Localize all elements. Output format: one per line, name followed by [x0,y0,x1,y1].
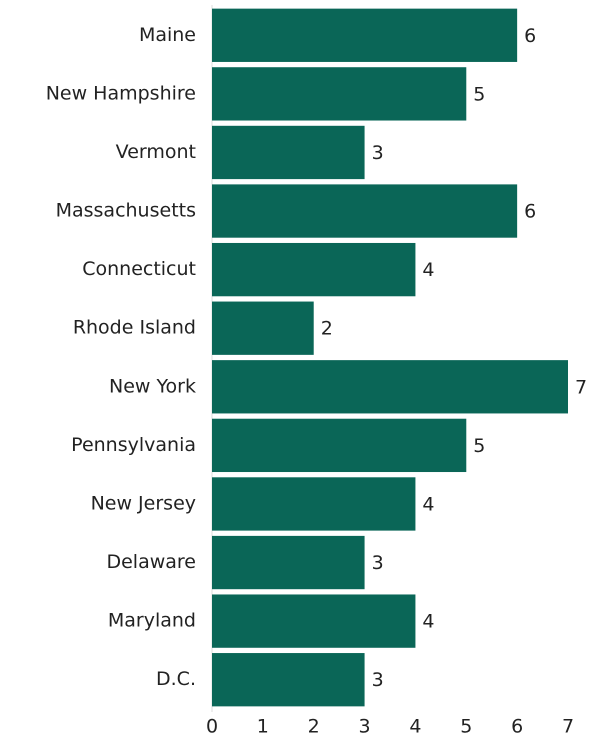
bar [212,301,314,355]
y-tick-label: Rhode Island [73,317,196,339]
bar [212,67,467,121]
data-label: 4 [422,493,434,515]
data-label: 3 [372,552,384,574]
bar [212,184,518,238]
y-tick-label: Maryland [108,610,196,632]
bar [212,477,416,531]
x-tick-label: 3 [359,716,371,738]
x-tick-label: 4 [409,716,421,738]
x-tick-label: 2 [308,716,320,738]
data-label: 4 [422,611,434,633]
y-tick-label: New Jersey [91,492,196,514]
x-tick-label: 7 [562,716,574,738]
bar [212,418,467,473]
data-label: 5 [473,83,485,105]
x-tick-label: 5 [460,716,472,738]
bar [212,125,365,180]
data-label: 4 [422,259,434,281]
y-tick-label: Vermont [116,141,196,163]
data-label: 5 [473,435,485,457]
y-tick-label: New Hampshire [46,82,196,104]
y-tick-label: Massachusetts [56,200,196,222]
bar [212,653,365,707]
data-label: 7 [575,376,587,398]
data-label: 3 [372,669,384,691]
data-label: 2 [321,318,333,340]
bar [212,535,365,590]
y-tick-label: Connecticut [82,258,196,280]
y-tick-label: New York [109,375,196,397]
y-tick-label: D.C. [156,668,196,690]
bar [212,594,416,648]
y-tick-label: Maine [139,24,196,46]
data-label: 3 [372,142,384,164]
data-label: 6 [524,201,536,223]
y-tick-label: Delaware [106,551,196,573]
x-tick-label: 1 [257,716,269,738]
data-label: 6 [524,25,536,47]
bar [212,242,416,297]
x-tick-label: 6 [511,716,523,738]
x-tick-label: 0 [206,716,218,738]
bar [212,360,568,414]
y-tick-label: Pennsylvania [71,434,196,456]
bar [212,8,518,62]
